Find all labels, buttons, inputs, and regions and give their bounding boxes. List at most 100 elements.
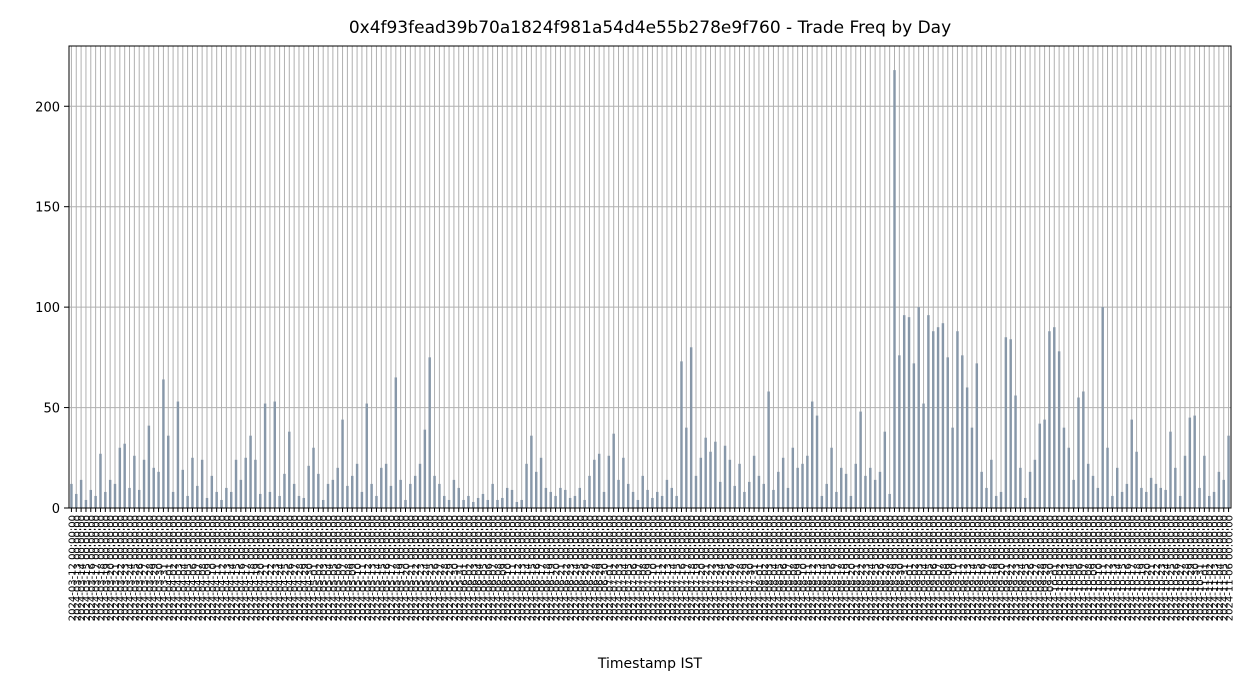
x-tick-label: 2024-06-16 00:00:00 (532, 515, 543, 621)
bar (370, 483, 373, 508)
bar (496, 499, 499, 508)
bar (1227, 435, 1230, 508)
x-tick-label: 2024-03-19 00:00:00 (101, 515, 112, 621)
bar (694, 475, 698, 508)
bar (685, 427, 688, 508)
bar (268, 491, 272, 508)
x-tick-label: 2024-05-21 00:00:00 (406, 515, 417, 621)
x-tick-label: 2024-07-02 00:00:00 (610, 515, 621, 621)
bar (791, 447, 795, 508)
x-tick-label: 2024-04-22 00:00:00 (266, 515, 277, 621)
x-tick-label: 2024-09-03 00:00:00 (915, 515, 926, 621)
x-tick-label: 2024-03-20 00:00:00 (106, 515, 117, 621)
x-tick-label: 2024-07-31 00:00:00 (750, 515, 761, 621)
bar (607, 455, 611, 508)
x-tick-label: 2024-07-12 00:00:00 (658, 515, 669, 621)
bar (1096, 487, 1100, 508)
x-tick-label: 2024-10-02 00:00:00 (1055, 515, 1066, 621)
bar (583, 499, 586, 508)
bar (1212, 491, 1216, 508)
x-tick-label: 2024-10-17 00:00:00 (1128, 515, 1139, 621)
x-tick-label: 2024-05-01 00:00:00 (310, 515, 321, 621)
bar (777, 471, 780, 508)
x-tick-label: 2024-06-08 00:00:00 (493, 515, 504, 621)
x-tick-label: 2024-09-19 00:00:00 (992, 515, 1003, 621)
x-tick-label: 2024-05-06 00:00:00 (334, 515, 345, 621)
bar (457, 487, 460, 508)
bar (1053, 327, 1056, 508)
bar (452, 479, 456, 508)
bar (1174, 467, 1177, 508)
x-tick-label: 2024-04-01 00:00:00 (164, 515, 175, 621)
bar (1164, 489, 1167, 508)
bar (864, 475, 867, 508)
bar (956, 331, 959, 508)
x-tick-label: 2024-06-09 00:00:00 (498, 515, 509, 621)
x-tick-label: 2024-05-07 00:00:00 (339, 515, 350, 621)
x-tick-label: 2024-09-10 00:00:00 (949, 515, 960, 621)
bar (728, 459, 732, 508)
x-tick-label: 2024-08-17 00:00:00 (832, 515, 843, 621)
x-tick-label: 2024-06-28 00:00:00 (590, 515, 601, 621)
x-tick-label: 2024-10-11 00:00:00 (1099, 515, 1110, 621)
bar (1077, 397, 1080, 508)
bar (723, 445, 727, 508)
x-tick-label: 2024-06-02 00:00:00 (464, 515, 475, 621)
bar (297, 495, 301, 508)
x-tick-label: 2024-07-08 00:00:00 (639, 515, 650, 621)
x-tick-label: 2024-04-05 00:00:00 (184, 515, 195, 621)
x-tick-label: 2024-10-29 00:00:00 (1186, 515, 1197, 621)
x-tick-label: 2024-09-11 00:00:00 (953, 515, 964, 621)
bar (593, 459, 596, 508)
x-tick-label: 2024-06-03 00:00:00 (469, 515, 480, 621)
bar (932, 331, 935, 508)
x-tick-label: 2024-03-17 00:00:00 (92, 515, 103, 621)
bar (757, 475, 761, 508)
bar (946, 357, 949, 508)
x-tick-label: 2024-05-08 00:00:00 (343, 515, 354, 621)
x-tick-label: 2024-10-05 00:00:00 (1070, 515, 1081, 621)
x-tick-label: 2024-04-28 00:00:00 (295, 515, 306, 621)
x-tick-label: 2024-04-20 00:00:00 (256, 515, 267, 621)
x-tick-label: 2024-07-24 00:00:00 (716, 515, 727, 621)
x-tick-label: 2024-03-30 00:00:00 (155, 515, 166, 621)
x-tick-label: 2024-03-22 00:00:00 (116, 515, 127, 621)
bar (680, 361, 683, 508)
bar (152, 467, 155, 508)
bar (767, 391, 770, 508)
x-tick-label: 2024-06-01 00:00:00 (460, 515, 471, 621)
x-tick-label: 2024-08-24 00:00:00 (866, 515, 877, 621)
bar (1159, 487, 1163, 508)
x-tick-label: 2024-03-14 00:00:00 (77, 515, 88, 621)
bar (259, 493, 262, 508)
x-tick-label: 2024-05-26 00:00:00 (431, 515, 442, 621)
x-tick-label: 2024-08-03 00:00:00 (765, 515, 776, 621)
x-tick-label: 2024-10-23 00:00:00 (1157, 515, 1168, 621)
x-tick-label: 2024-10-15 00:00:00 (1118, 515, 1129, 621)
x-tick-label: 2024-06-14 00:00:00 (523, 515, 534, 621)
bar (1178, 495, 1182, 508)
x-tick-label: 2024-09-05 00:00:00 (924, 515, 935, 621)
x-tick-label: 2024-11-04 00:00:00 (1215, 515, 1226, 621)
x-tick-label: 2024-05-25 00:00:00 (426, 515, 437, 621)
x-tick-label: 2024-05-19 00:00:00 (397, 515, 408, 621)
x-tick-label: 2024-11-01 00:00:00 (1200, 515, 1211, 621)
x-axis-label: Timestamp IST (597, 656, 703, 672)
bar (1091, 475, 1095, 508)
x-tick-label: 2024-08-11 00:00:00 (803, 515, 814, 621)
x-tick-label: 2024-10-06 00:00:00 (1074, 515, 1085, 621)
bar (1145, 491, 1148, 508)
x-tick-label: 2024-07-20 00:00:00 (697, 515, 708, 621)
x-tick-label: 2024-07-03 00:00:00 (615, 515, 626, 621)
x-tick-label: 2024-04-15 00:00:00 (232, 515, 243, 621)
bar (1116, 467, 1119, 508)
x-tick-label: 2024-05-30 00:00:00 (450, 515, 461, 621)
bar (704, 437, 707, 508)
x-tick-label: 2024-09-26 00:00:00 (1026, 515, 1037, 621)
x-tick-label: 2024-10-31 00:00:00 (1196, 515, 1207, 621)
bar (520, 499, 523, 508)
x-tick-label: 2024-10-07 00:00:00 (1079, 515, 1090, 621)
x-tick-label: 2024-10-30 00:00:00 (1191, 515, 1202, 621)
bar (873, 479, 877, 508)
bar (510, 489, 514, 508)
